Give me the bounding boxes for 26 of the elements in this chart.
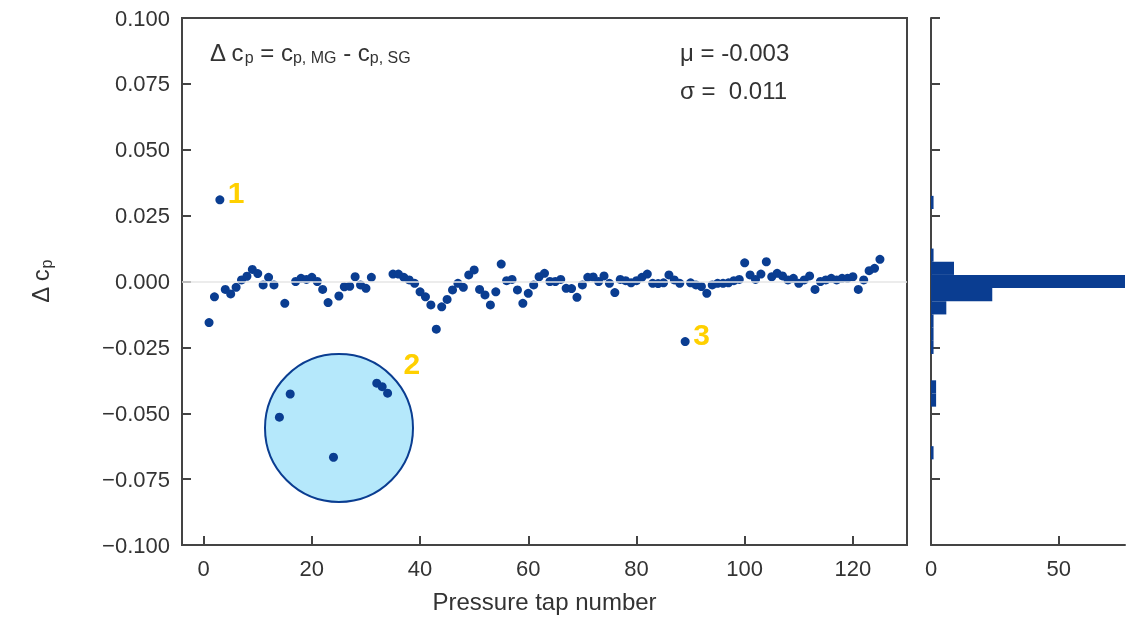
y-tick-label: −0.075	[102, 466, 170, 492]
x-tick-label: 0	[924, 555, 938, 581]
annotation: σ = 0.011	[680, 76, 788, 104]
x-tick-label: 100	[726, 555, 764, 581]
y-tick-label: 0.050	[114, 137, 170, 163]
x-tick-label: 20	[299, 555, 325, 581]
y-tick-label: 0.100	[114, 5, 170, 31]
y-tick-label: 0.000	[114, 269, 170, 294]
x-tick-label: 50	[1046, 555, 1071, 581]
annotation: μ = -0.003	[680, 38, 790, 66]
y-tick-label: 0.075	[114, 71, 170, 97]
x-tick-label: 40	[407, 555, 433, 581]
x-tick-label: 120	[834, 555, 872, 581]
y-tick-label: −0.025	[102, 334, 170, 360]
annotation: 2	[403, 346, 421, 380]
y-tick-label: −0.050	[102, 400, 170, 426]
x-tick-label: 60	[516, 555, 541, 581]
y-tick-label: −0.100	[102, 532, 170, 558]
annotation: 3	[693, 318, 710, 352]
annotation: Δ cp = cp, MG - cp, SG	[210, 38, 411, 66]
y-axis-title: Δ cp	[27, 259, 55, 303]
x-tick-label: 80	[624, 555, 649, 581]
y-tick-label: 0.025	[114, 203, 170, 229]
annotation: 1	[227, 176, 245, 210]
x-axis-title: Pressure tap number	[432, 587, 657, 615]
x-tick-label: 0	[197, 555, 210, 581]
